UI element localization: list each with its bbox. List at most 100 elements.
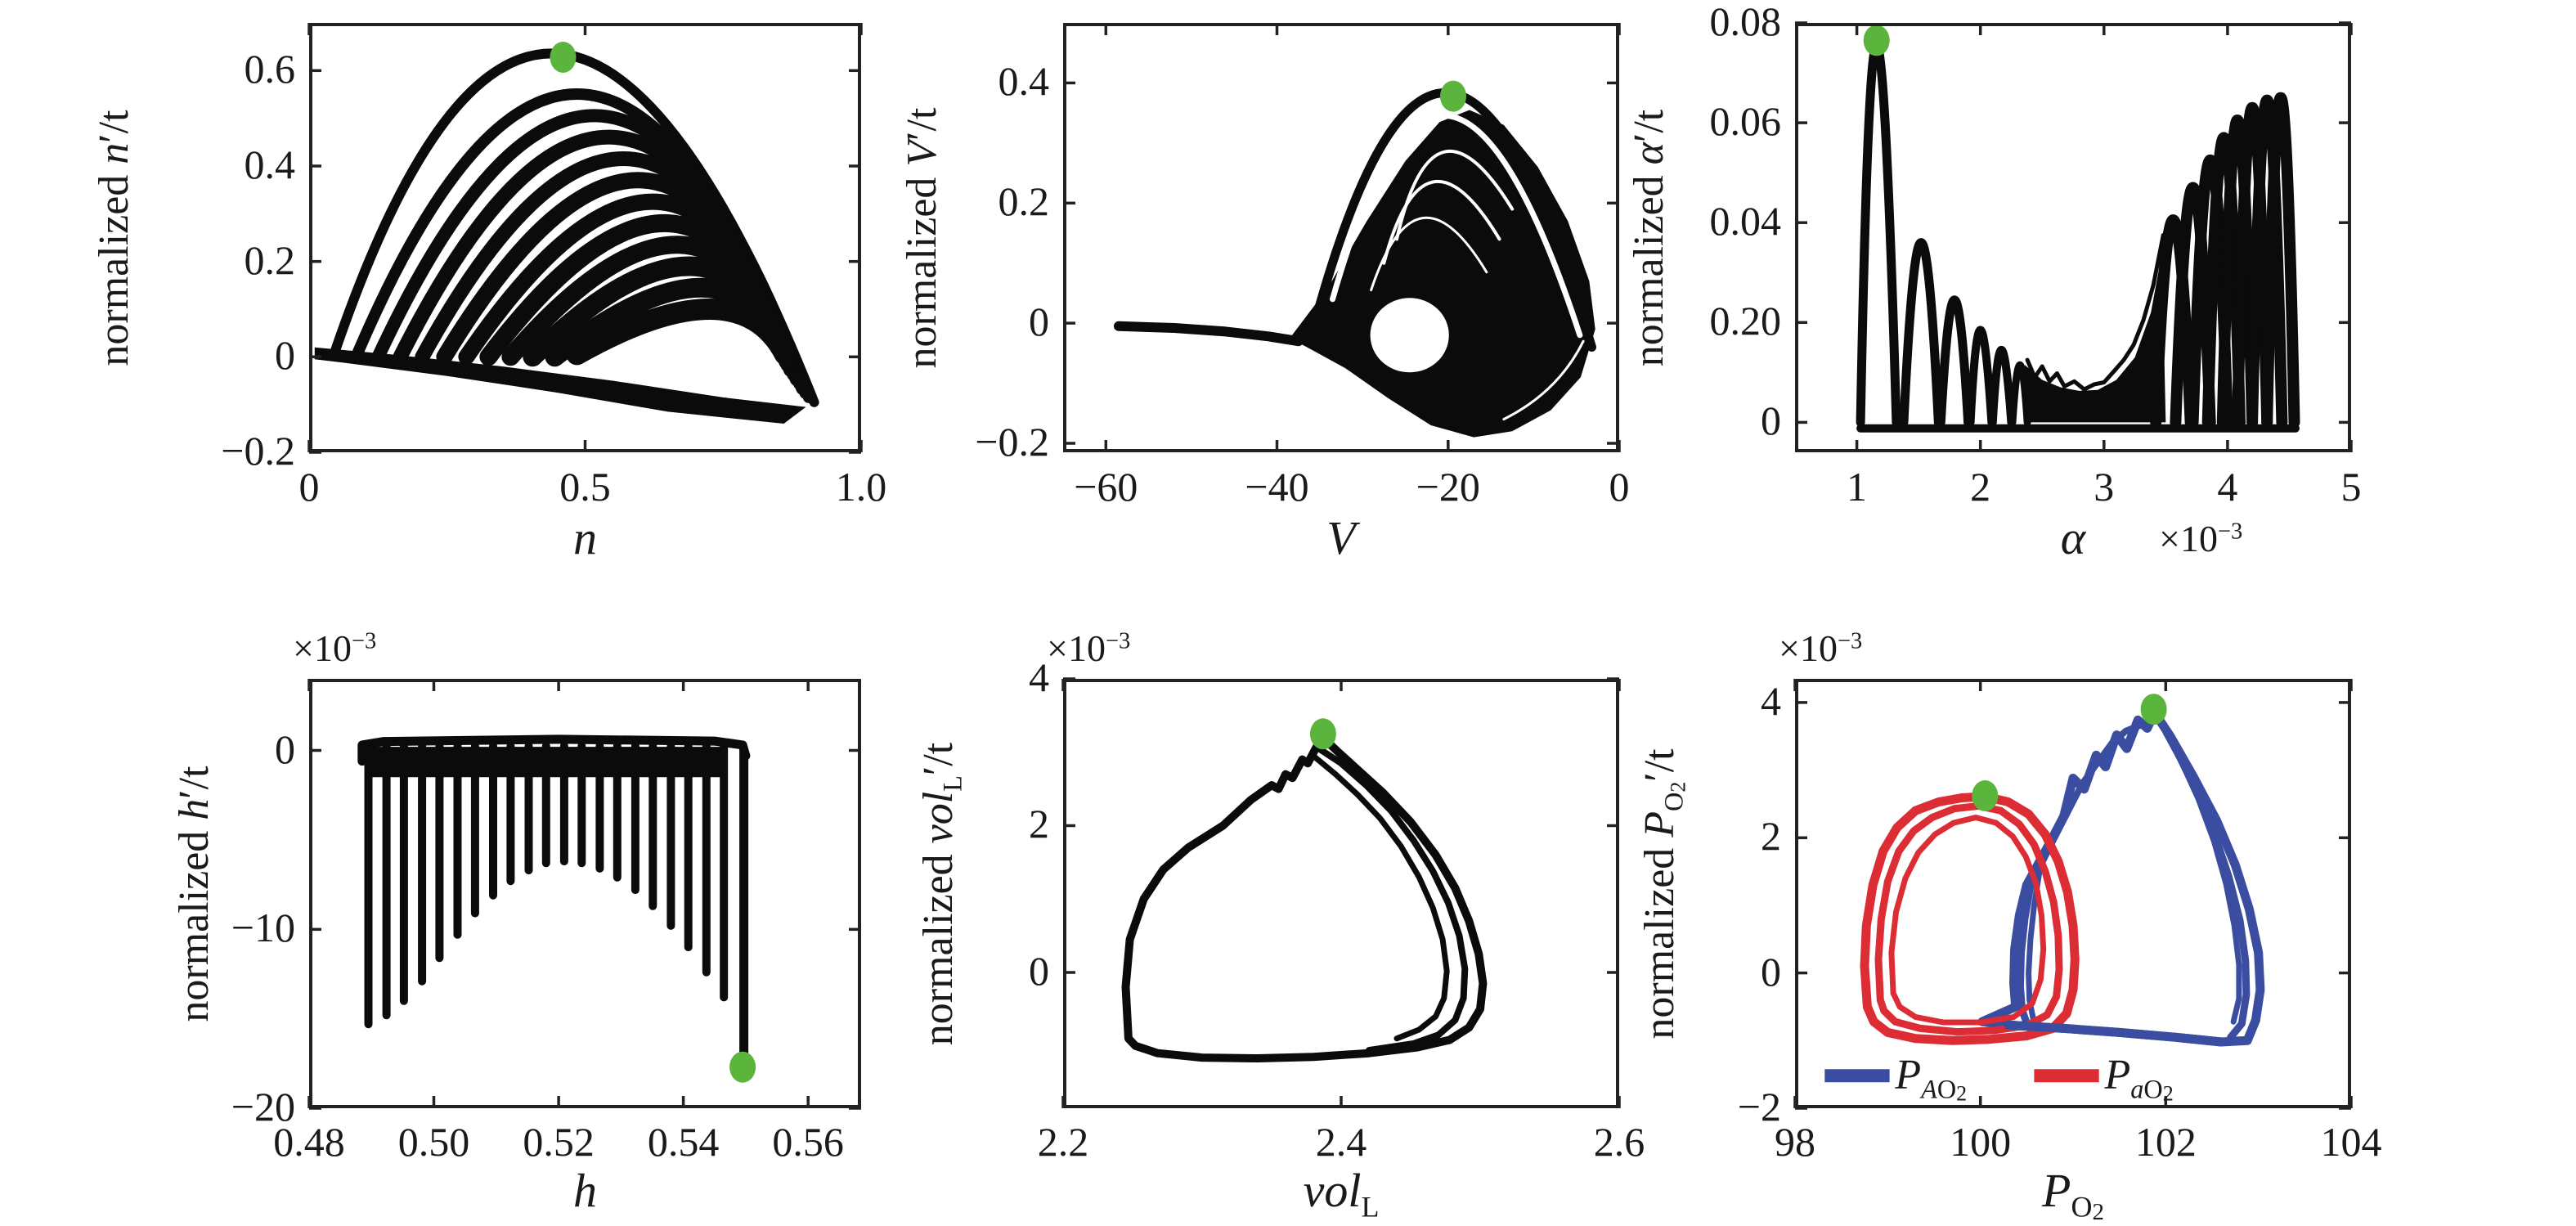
attractor-arc [1382, 179, 1501, 265]
axis-multiplier: ×10−3 [1047, 627, 1131, 669]
attractor-fill [1290, 110, 1595, 438]
axis-multiplier: ×10−3 [293, 627, 377, 669]
y-tick-label: 0.4 [244, 141, 296, 187]
attractor-arc [2008, 361, 2031, 426]
y-tick-label: 0 [275, 332, 295, 379]
plot-canvas [1795, 21, 2353, 452]
legend-entry-P_AO2: PAO2 [1895, 1052, 1968, 1106]
x-axis-label: volL [1303, 1164, 1380, 1224]
y-axis-label: normalized h′/t [171, 765, 218, 1022]
y-tick-label: 0.4 [998, 58, 1050, 105]
attractor-arc [2150, 214, 2197, 429]
x-axis-label: h [573, 1164, 597, 1217]
x-tick-label: 0.56 [772, 1119, 844, 1165]
attractor-fill [2025, 252, 2166, 423]
attractor-arc [1856, 41, 1901, 427]
y-tick-label: −0.2 [221, 428, 295, 474]
start-marker-dot [1309, 718, 1336, 750]
attractor-hole [1370, 298, 1449, 373]
y-tick-label: 0.6 [244, 46, 296, 92]
y-axis-label: normalized n′/t [91, 109, 137, 366]
axes-box [309, 23, 861, 452]
attractor-path [1860, 792, 2080, 1045]
plot-canvas [307, 679, 861, 1110]
attractor-arc [2246, 95, 2288, 429]
attractor-arc [566, 299, 796, 366]
y-tick-label: −0.2 [975, 418, 1049, 465]
x-tick-label: 2.6 [1593, 1119, 1645, 1165]
attractor-arc [2232, 102, 2273, 429]
attractor-path [1114, 321, 1304, 347]
y-axis-label: normalized volL′/t [915, 742, 967, 1045]
y-tick-label: 0 [275, 725, 295, 772]
y-tick-label: 0.2 [244, 236, 296, 283]
axis-multiplier: ×10−3 [1779, 627, 1863, 669]
axes-box [1795, 679, 2351, 1108]
start-marker-dot [550, 42, 577, 73]
start-marker-dot [2140, 694, 2167, 725]
y-axis-label: normalized V′/t [899, 107, 945, 368]
plot-canvas [1063, 23, 1621, 452]
y-tick-label: 0 [1761, 948, 1781, 995]
attractor-fill [368, 747, 725, 778]
attractor-arc [1988, 345, 2016, 427]
attractor-arc [1936, 295, 1973, 427]
start-marker-dot [1972, 780, 1999, 811]
attractor-path [2025, 232, 2165, 392]
y-tick-label: 4 [1761, 677, 1781, 724]
x-tick-label: 0.50 [397, 1119, 470, 1165]
start-marker-dot [1440, 80, 1466, 112]
attractor-arc [415, 150, 808, 391]
attractor-path [357, 734, 751, 766]
attractor-arc [2216, 115, 2259, 429]
attractor-arc [479, 214, 801, 378]
plot-canvas [307, 23, 863, 454]
x-tick-label: 0.52 [523, 1119, 595, 1165]
x-tick-label: 0 [298, 464, 320, 510]
y-tick-label: 0.2 [998, 178, 1050, 225]
x-tick-label: 104 [2320, 1119, 2382, 1165]
y-tick-label: 2 [1761, 813, 1781, 860]
attractor-path [1310, 752, 1450, 1042]
attractor-arc [1502, 339, 1585, 421]
plot-canvas [1061, 677, 1621, 1108]
attractor-path [1888, 815, 2047, 1026]
attractor-path [1977, 707, 2265, 1047]
attractor-path [1874, 802, 2063, 1036]
x-tick-label: 1.0 [835, 464, 887, 510]
y-tick-label: 0 [1029, 947, 1049, 994]
y-tick-label: 0 [1029, 299, 1049, 345]
x-tick-label: −20 [1416, 464, 1480, 510]
y-tick-label: 0 [1761, 397, 1781, 444]
attractor-arc [350, 88, 815, 403]
attractor-arc [523, 256, 798, 370]
x-tick-label: −40 [1245, 464, 1309, 510]
x-tick-label: 98 [1775, 1119, 1815, 1165]
attractor-path [2004, 1020, 2226, 1047]
attractor-path [1121, 734, 1488, 1062]
attractor-path [2162, 730, 2242, 1025]
attractor-arc [2261, 92, 2300, 429]
attractor-arc [393, 129, 811, 396]
x-tick-label: 100 [1950, 1119, 2012, 1165]
x-tick-label: 4 [2217, 464, 2238, 510]
attractor-path [2026, 867, 2043, 1022]
y-tick-label: −10 [231, 905, 295, 951]
attractor-path [2157, 719, 2251, 1041]
start-marker-dot [729, 1051, 756, 1083]
attractor-hole [675, 335, 765, 379]
x-tick-label: −60 [1074, 464, 1138, 510]
x-tick-label: 102 [2134, 1119, 2197, 1165]
x-tick-label: 0.5 [559, 464, 611, 510]
y-tick-label: 0.06 [1709, 98, 1782, 145]
y-tick-label: 0.04 [1709, 198, 1782, 245]
y-tick-label: 4 [1029, 654, 1049, 700]
attractor-arc [2201, 132, 2246, 429]
x-axis-label: PO2 [2042, 1164, 2104, 1225]
x-tick-label: 5 [2340, 464, 2362, 510]
x-tick-label: 2 [1970, 464, 1991, 510]
